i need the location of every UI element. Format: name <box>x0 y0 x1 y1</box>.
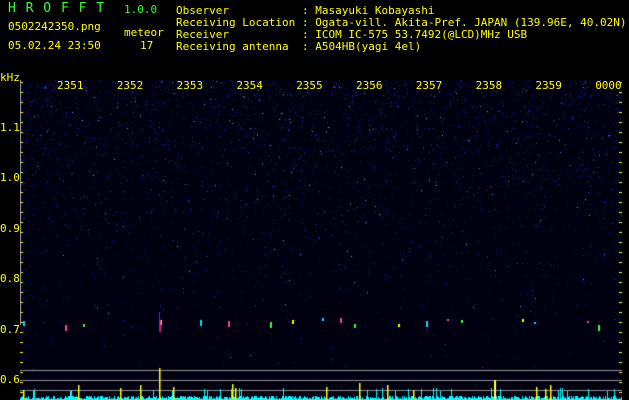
y-tick-label: 0.8 <box>0 272 20 286</box>
y-tick-label: 1.1 <box>0 121 20 134</box>
y-tick-label: 0.9 <box>0 221 20 235</box>
filename: 0502242350.png <box>8 20 101 33</box>
x-tick-label: 2352 <box>116 79 144 92</box>
x-tick-label: 0000 <box>595 79 622 92</box>
meteor-label: meteor <box>124 26 164 39</box>
receiver-value: : ICOM IC-575 53.7492(@LCD)MHz USB <box>302 28 528 41</box>
x-tick-label: 2357 <box>415 79 443 92</box>
x-tick-label: 2356 <box>356 79 383 92</box>
x-tick-label: 2353 <box>176 79 204 92</box>
observer-label: Observer <box>176 4 229 17</box>
observer-value: : Masayuki Kobayashi <box>302 4 435 17</box>
app-title: H R O F F T <box>8 1 106 16</box>
location-label: Receiving Location <box>176 16 296 29</box>
datetime: 05.02.24 23:50 <box>8 39 101 52</box>
spectrogram <box>20 80 622 400</box>
x-tick-label: 2358 <box>475 79 503 92</box>
antenna-label: Receiving antenna <box>176 40 289 53</box>
meteor-count: 17 <box>140 39 154 52</box>
y-tick-label: 0.7 <box>0 322 20 336</box>
receiver-label: Receiver <box>176 28 229 41</box>
x-tick-label: 2351 <box>57 79 84 92</box>
location-value: : Ogata-vill. Akita-Pref. JAPAN (139.96E… <box>302 16 627 29</box>
x-tick-label: 2355 <box>296 79 323 92</box>
x-tick-label: 2354 <box>236 79 263 92</box>
y-axis-label: kHz <box>0 71 20 84</box>
antenna-value: : A504HB(yagi 4el) <box>302 40 422 53</box>
app-version: 1.0.0 <box>124 3 158 16</box>
y-tick-label: 0.6 <box>0 373 20 386</box>
x-tick-label: 2359 <box>535 79 562 92</box>
y-tick-label: 1.0 <box>0 171 20 185</box>
